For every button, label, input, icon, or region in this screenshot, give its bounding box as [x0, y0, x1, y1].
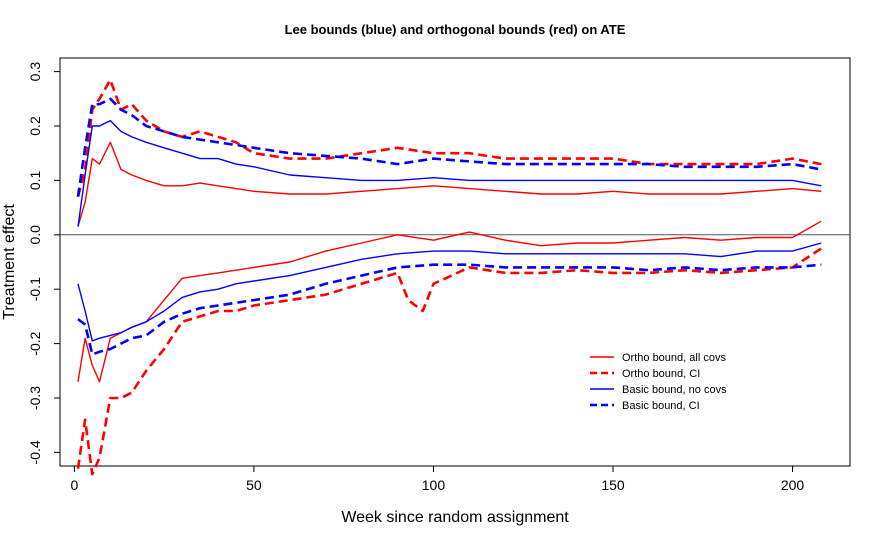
series-line-7: [76, 97, 822, 197]
y-tick-label: 0.3: [27, 62, 43, 82]
x-tick-label: 0: [70, 477, 78, 493]
y-axis: 0.3 0.2 0.1 0.0 -0.1 -0.2 -0.3 -0.4: [27, 62, 60, 464]
legend-label: Basic bound, no covs: [622, 384, 727, 396]
y-tick-label: -0.3: [27, 386, 43, 410]
x-axis-label: Week since random assignment: [341, 509, 569, 526]
y-tick-label: -0.2: [27, 331, 43, 355]
legend-label: Basic bound, CI: [622, 400, 700, 412]
x-tick-label: 100: [422, 477, 446, 493]
series-line-1: [77, 141, 822, 227]
y-tick-label: 0.0: [27, 225, 43, 245]
legend-label: Ortho bound, CI: [622, 368, 700, 380]
x-tick-label: 50: [246, 477, 262, 493]
y-tick-label: -0.1: [27, 277, 43, 301]
chart-title: Lee bounds (blue) and orthogonal bounds …: [285, 22, 626, 37]
series-line-8: [77, 263, 822, 356]
x-axis: 0 50 100 150 200: [70, 466, 804, 493]
legend: Ortho bound, all covs Ortho bound, CI Basi…: [590, 352, 727, 412]
y-tick-label: 0.2: [27, 116, 43, 136]
legend-label: Ortho bound, all covs: [622, 352, 726, 364]
y-tick-label: -0.4: [27, 440, 43, 464]
series-line-4: [76, 247, 823, 476]
y-tick-label: 0.1: [27, 170, 43, 190]
x-tick-label: 200: [781, 477, 805, 493]
series-line-5: [77, 119, 822, 227]
series-layer: [76, 78, 823, 476]
y-axis-label: Treatment effect: [1, 204, 18, 320]
x-tick-label: 150: [601, 477, 625, 493]
plot-area: [59, 57, 851, 467]
series-line-6: [77, 242, 822, 342]
